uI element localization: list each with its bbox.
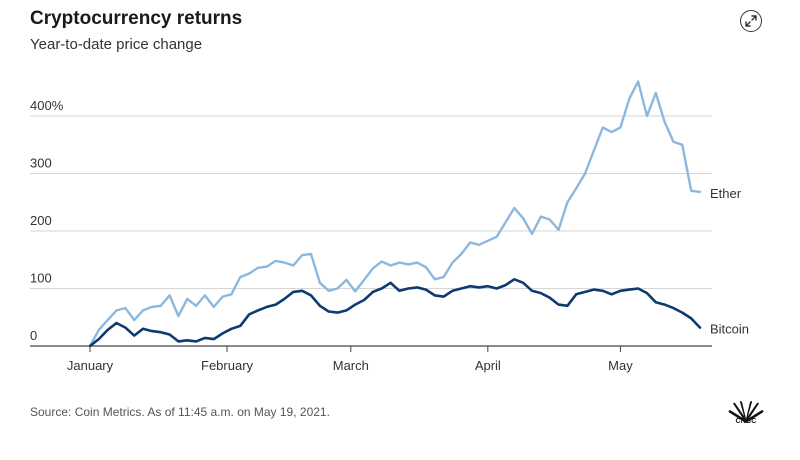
x-tick-label: March — [333, 358, 369, 373]
line-chart: 0 100 200 300 400% January February March April M… — [30, 80, 749, 373]
series-label-ether: Ether — [710, 186, 742, 201]
logo-text: CNBC — [735, 418, 757, 425]
y-tick-label: 200 — [30, 213, 52, 228]
y-tick-label: 300 — [30, 156, 52, 171]
series-line-bitcoin — [88, 277, 702, 348]
y-tick-label: 0 — [30, 328, 37, 343]
cnbc-peacock-logo — [728, 401, 764, 423]
expand-icon — [745, 15, 757, 27]
x-tick-label: February — [201, 358, 254, 373]
chart-title: Cryptocurrency returns — [30, 8, 243, 29]
series-labels: Ether Bitcoin — [710, 186, 749, 337]
axis-ticks: 0 100 200 300 400% January February March April M… — [30, 98, 633, 373]
grid-lines — [30, 115, 712, 347]
x-tick-label: January — [67, 358, 114, 373]
series-label-bitcoin: Bitcoin — [710, 322, 749, 337]
chart-subtitle: Year-to-date price change — [30, 36, 203, 53]
source-note: Source: Coin Metrics. As of 11:45 a.m. o… — [30, 405, 330, 419]
expand-button[interactable] — [740, 10, 762, 32]
y-tick-label: 400% — [30, 98, 64, 113]
y-tick-label: 100 — [30, 271, 52, 286]
x-tick-label: May — [608, 358, 633, 373]
x-tick-label: April — [475, 358, 501, 373]
series-lines — [88, 80, 702, 348]
series-line-ether — [88, 80, 702, 348]
